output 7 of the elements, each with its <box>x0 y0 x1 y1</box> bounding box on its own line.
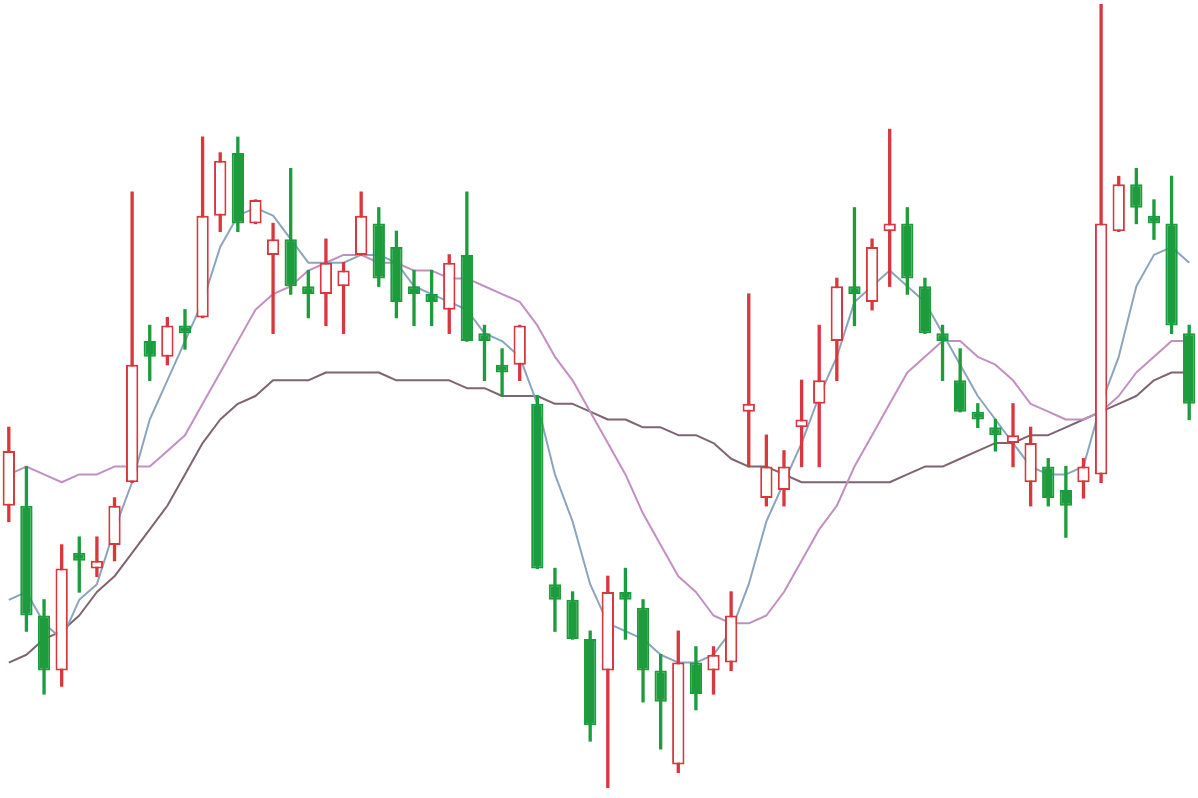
candlestick <box>548 567 562 632</box>
candlestick <box>1059 465 1073 538</box>
candlestick <box>1006 403 1020 468</box>
candlestick <box>178 309 192 350</box>
candlestick <box>1147 199 1161 240</box>
candlestick <box>407 269 421 327</box>
candlestick <box>266 222 280 334</box>
